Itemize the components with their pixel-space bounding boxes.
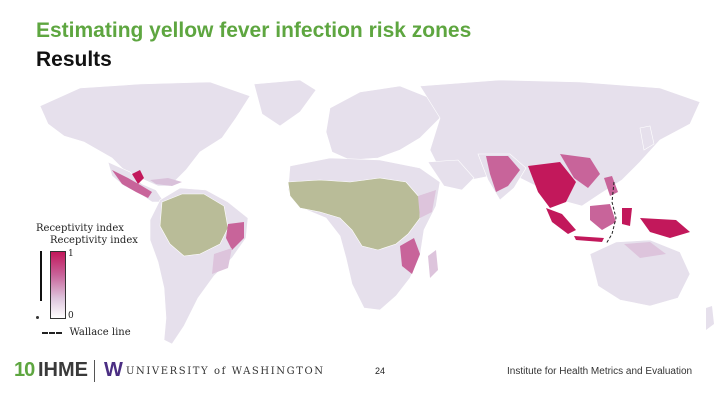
arabia [427,159,475,191]
yucatan-risk [132,170,144,184]
brazil-east-risk [226,222,244,250]
uw-logo: W [104,359,123,381]
new-zealand [706,306,714,330]
sumatra [546,208,576,234]
legend-min-label: 0 [68,311,74,321]
wallace-line-swatch [42,331,62,334]
southeast-asia-risk [528,162,576,208]
logo-separator [94,360,95,382]
legend-title: Receptivity index [36,223,124,234]
africa-endemic [287,177,421,251]
new-guinea [640,218,690,238]
ihme-10-logo: 10 [14,359,35,381]
legend-dot [36,316,39,319]
horn-africa-risk [418,190,436,218]
page-number: 24 [375,366,386,376]
uw-wordmark: UNIVERSITY of WASHINGTON [126,366,325,377]
madagascar [428,250,438,278]
north-america [39,81,251,187]
south-america-endemic [159,193,229,257]
footer: 10 IHME W UNIVERSITY of WASHINGTON 24 In… [0,356,720,405]
sulawesi [622,208,632,226]
borneo [590,204,616,230]
central-america-risk [112,170,152,198]
wallace-line [605,181,617,245]
legend-axis [40,251,42,301]
legend-color-bar [50,251,66,319]
wallace-line-label: Wallace line [69,327,131,339]
greenland [253,79,317,127]
ihme-logo: IHME [38,359,88,381]
brazil-coast-risk [212,248,232,274]
india-risk [486,156,520,192]
slide-subtitle: Results [36,48,112,71]
southeast-asia-outer [560,154,600,188]
east-africa-risk [400,238,420,274]
legend-wallace-line: Wallace line [42,324,131,339]
institute-name: Institute for Health Metrics and Evaluat… [507,366,693,377]
legend-max-label: 1 [68,249,74,259]
europe [325,85,441,161]
caribbean [150,178,182,186]
japan [639,125,655,151]
java [574,236,604,242]
legend: Receptivity index Receptivity index 1 0 … [36,223,146,341]
legend-title-secondary: Receptivity index [50,235,138,246]
australia [589,239,691,307]
world-receptivity-map [39,79,714,345]
slide-title: Estimating yellow fever infection risk z… [36,19,472,42]
australia-north-risk [624,242,666,258]
philippines [604,176,618,196]
